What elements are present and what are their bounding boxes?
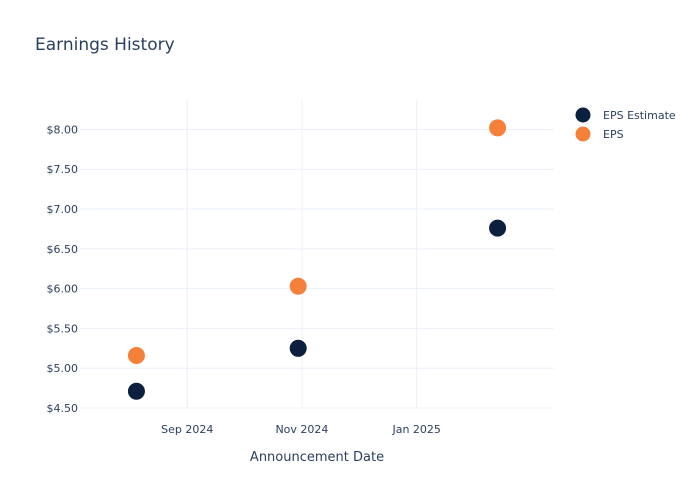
legend-marker	[574, 106, 592, 124]
data-point-eps-estimate[interactable]	[288, 338, 308, 358]
data-points	[126, 118, 508, 401]
x-axis-ticks: Sep 2024 Nov 2024 Jan 2025	[161, 423, 441, 436]
x-axis-label: Announcement Date	[250, 450, 384, 465]
y-tick-label: $4.50	[47, 402, 79, 415]
legend: EPS Estimate EPS	[574, 106, 676, 143]
legend-label: EPS Estimate	[603, 109, 676, 122]
y-tick-label: $5.50	[47, 322, 79, 335]
y-axis-ticks: $4.50 $5.00 $5.50 $6.00 $6.50 $7.00 $7.50 $8.00	[47, 123, 79, 415]
data-point-eps[interactable]	[288, 276, 308, 296]
data-point-eps-estimate[interactable]	[488, 218, 508, 238]
x-tick-label: Nov 2024	[275, 423, 328, 436]
x-tick-label: Jan 2025	[391, 423, 440, 436]
y-tick-label: $7.00	[47, 203, 79, 216]
y-tick-label: $5.00	[47, 362, 79, 375]
data-point-eps[interactable]	[126, 345, 146, 365]
gridlines	[80, 100, 554, 409]
y-tick-label: $8.00	[47, 123, 79, 136]
legend-label: EPS	[603, 128, 624, 141]
data-point-eps-estimate[interactable]	[126, 381, 146, 401]
legend-marker	[574, 125, 592, 143]
y-tick-label: $6.50	[47, 243, 79, 256]
y-tick-label: $6.00	[47, 283, 79, 296]
y-tick-label: $7.50	[47, 163, 79, 176]
x-tick-label: Sep 2024	[161, 423, 213, 436]
data-point-eps[interactable]	[488, 118, 508, 138]
chart-title: Earnings History	[35, 35, 175, 55]
